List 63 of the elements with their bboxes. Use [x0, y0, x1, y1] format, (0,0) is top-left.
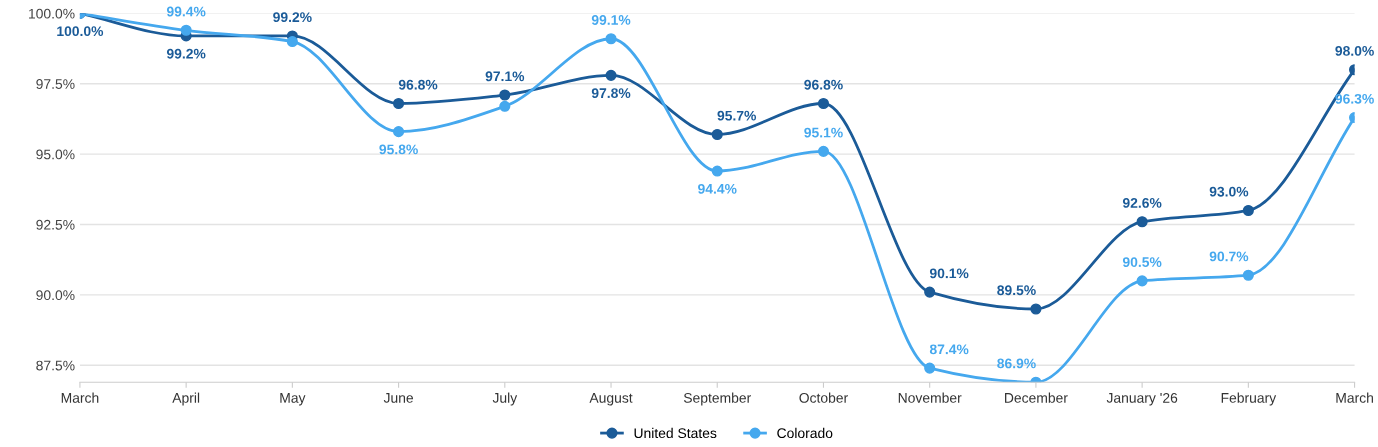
x-tick-label: April — [172, 392, 200, 406]
point — [605, 69, 617, 81]
point — [711, 165, 723, 177]
x-tick-label: January '26 — [1106, 392, 1178, 406]
data-label: 93.0% — [1209, 186, 1249, 197]
y-tick-label: 87.5% — [36, 360, 75, 371]
data-label: 89.5% — [997, 285, 1036, 296]
data-label: 99.4% — [166, 6, 206, 17]
point — [1030, 303, 1042, 315]
data-label: 90.5% — [1122, 257, 1162, 267]
data-label: 98.0% — [1335, 46, 1374, 56]
data-label: 97.8% — [591, 88, 631, 99]
y-tick-label: 97.5% — [36, 79, 75, 89]
point — [924, 286, 936, 298]
data-label: 95.1% — [804, 127, 843, 138]
data-label: 96.8% — [398, 79, 438, 90]
x-tick-label: December — [1005, 392, 1068, 403]
data-label: 99.1% — [591, 15, 631, 25]
data-label: 95.7% — [717, 110, 757, 121]
y-tick-label: 90.0% — [36, 290, 75, 301]
point — [286, 36, 298, 48]
data-label: 87.4% — [929, 344, 969, 355]
x-tick-label: November — [898, 392, 962, 403]
point — [1136, 275, 1148, 287]
data-label: 100.0% — [57, 26, 104, 37]
point — [1242, 269, 1254, 281]
point — [924, 362, 936, 374]
data-label: 90.1% — [929, 268, 969, 279]
point — [1136, 216, 1148, 228]
data-label: 94.4% — [698, 183, 737, 194]
point — [499, 89, 511, 101]
data-label: 97.1% — [485, 71, 525, 82]
x-tick-label: March — [1336, 392, 1373, 403]
y-tick-label: 92.5% — [36, 219, 75, 230]
point — [605, 33, 617, 45]
legend-label: United States — [634, 427, 717, 439]
y-tick-label: 100.0% — [29, 8, 75, 19]
point — [711, 128, 723, 141]
x-tick-label: July — [492, 392, 518, 406]
data-label: 99.2% — [273, 12, 312, 23]
point — [180, 24, 192, 36]
data-label: 90.7% — [1209, 251, 1249, 262]
x-tick-label: June — [383, 393, 414, 403]
x-tick-label: May — [280, 393, 306, 406]
point — [393, 97, 405, 110]
x-tick-label: September — [683, 392, 751, 406]
y-tick-label: 95.0% — [36, 149, 75, 160]
data-label: 99.2% — [166, 48, 206, 59]
x-tick-label: October — [799, 392, 848, 403]
x-tick-label: August — [589, 393, 633, 406]
point — [817, 145, 830, 157]
x-tick-label: February — [1221, 392, 1277, 406]
point — [817, 97, 830, 110]
point — [499, 100, 511, 112]
data-label: 96.3% — [1335, 93, 1374, 104]
legend-label: Colorado — [777, 427, 833, 439]
data-label: 96.8% — [804, 79, 843, 90]
point — [1242, 204, 1254, 217]
data-label: 95.8% — [379, 144, 418, 155]
point — [393, 126, 405, 138]
data-label: 92.6% — [1122, 198, 1162, 208]
data-label: 86.9% — [997, 358, 1036, 369]
x-tick-label: March — [61, 392, 99, 403]
